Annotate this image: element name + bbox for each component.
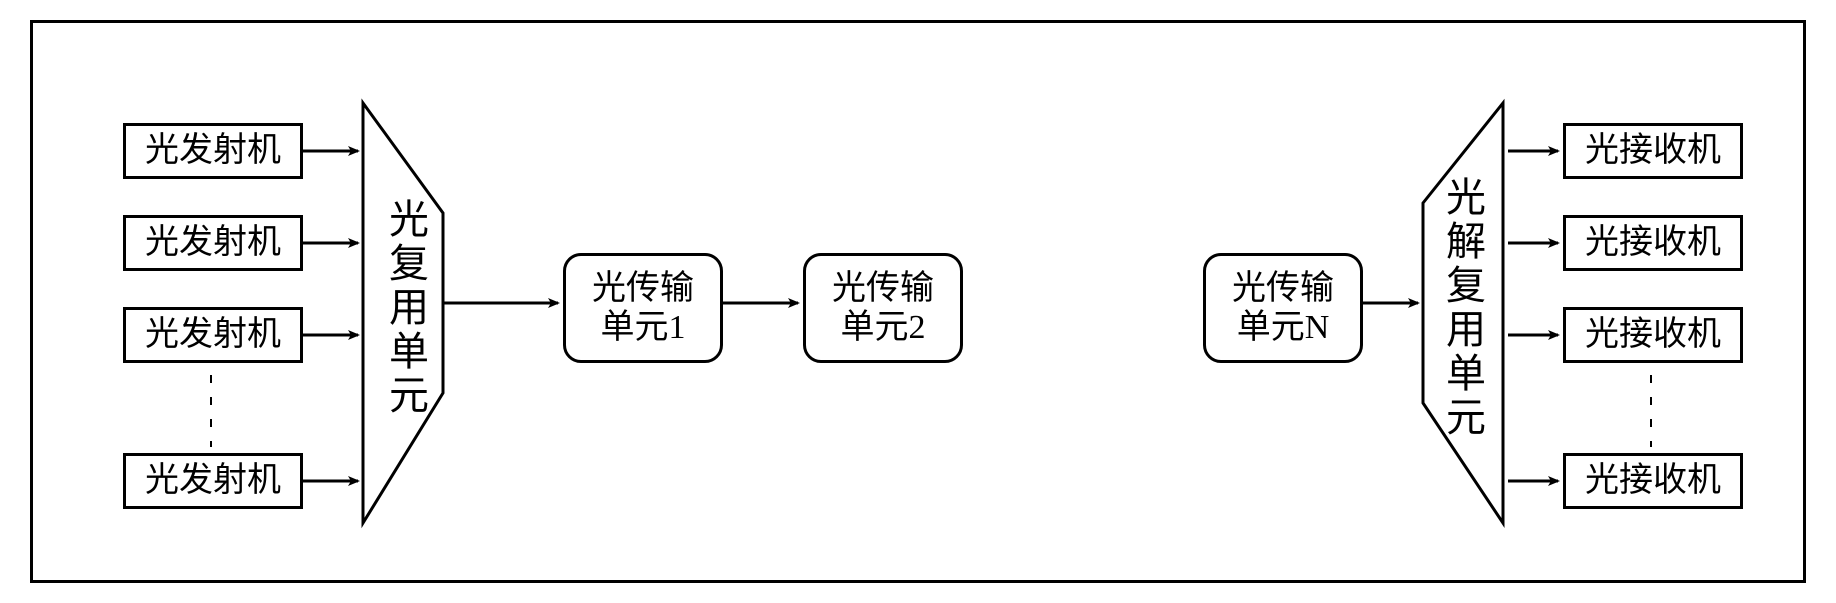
mux-shape — [363, 103, 443, 523]
diagram-frame: 光发射机 光发射机 光发射机 光发射机 光复用单元 光传输 单元1 光传输 单元… — [30, 20, 1806, 583]
demux-shape — [1423, 103, 1503, 523]
diagram-overlay — [33, 23, 1803, 580]
